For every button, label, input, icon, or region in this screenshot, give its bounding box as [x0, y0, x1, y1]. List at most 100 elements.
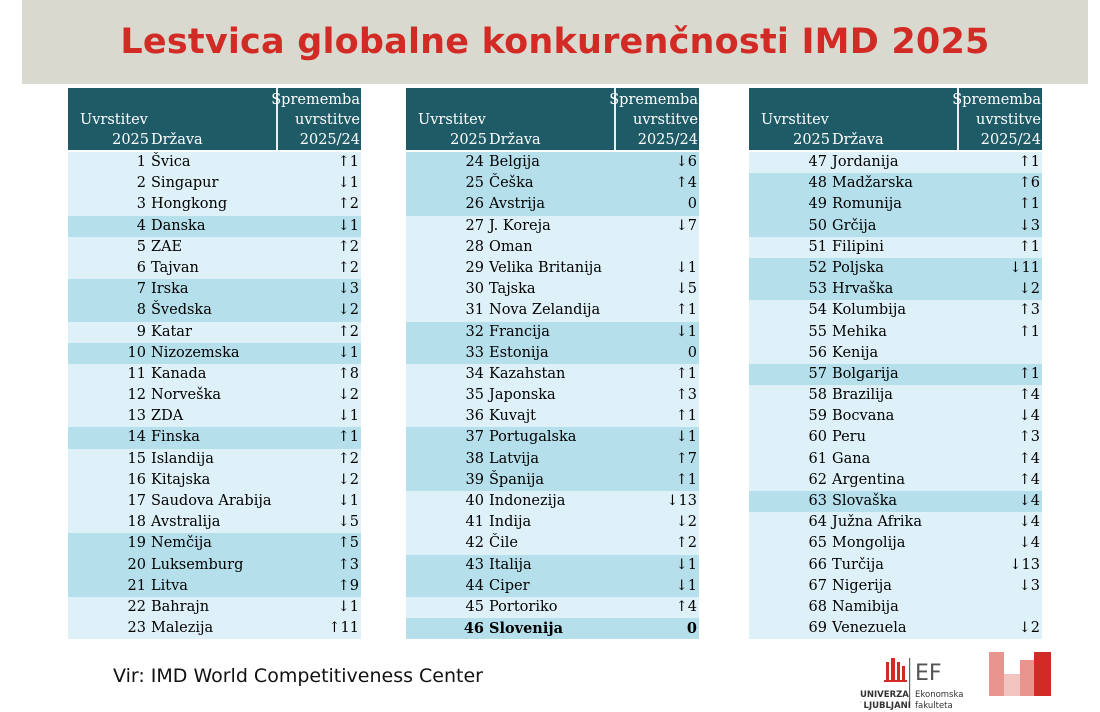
- table-row: 23 Malezija ↑11: [68, 618, 361, 640]
- change-cell: ↑2: [337, 196, 359, 213]
- table-row: 8 Švedska ↓2: [68, 300, 361, 322]
- country-cell: Finska: [151, 429, 200, 446]
- country-cell: Indonezija: [489, 493, 566, 509]
- rank-cell: 59: [808, 408, 827, 425]
- rank-cell: 48: [808, 175, 827, 192]
- table-body: 1 Švica ↑1 2 Singapur ↓1 3 Hongkong ↑2 4 Danska ↓1 5…: [68, 152, 361, 640]
- change-cell: ↓1: [675, 323, 697, 340]
- building-icon: [884, 658, 907, 682]
- rank-cell: 61: [808, 450, 827, 467]
- country-cell: Brazilija: [832, 387, 893, 404]
- change-cell: ↑1: [675, 365, 697, 382]
- rank-cell: 12: [127, 387, 146, 404]
- rank-cell: 6: [136, 259, 146, 276]
- header-change-line3: 2025/24: [637, 132, 698, 148]
- rank-cell: 51: [808, 238, 827, 255]
- table-row: 12 Norveška ↓2: [68, 385, 361, 407]
- table-row: 51 Filipini ↑1: [749, 236, 1042, 258]
- change-cell: ↑3: [1018, 429, 1040, 446]
- rank-cell: 47: [808, 154, 827, 170]
- table-row: 36 Kuvajt ↑1: [406, 406, 699, 428]
- country-cell: Katar: [151, 323, 192, 340]
- change-cell: ↑5: [337, 535, 359, 552]
- table-row: 45 Portoriko ↑4: [406, 596, 699, 619]
- header-change-line2: uvrstitve: [295, 112, 360, 128]
- country-cell: Jordanija: [832, 154, 899, 170]
- country-cell: Bahrajn: [151, 598, 210, 615]
- table-row: 50 Grčija ↓3: [749, 215, 1042, 237]
- rank-cell: 66: [808, 556, 827, 573]
- change-cell: ↑1: [337, 429, 359, 446]
- country-cell: Turčija: [832, 556, 884, 573]
- rank-cell: 7: [136, 281, 146, 298]
- table-row: 13 ZDA ↓1: [68, 406, 361, 428]
- country-cell: Španija: [489, 471, 544, 488]
- rank-cell: 25: [465, 175, 484, 192]
- ranking-table-3: Uvrstitev 2025 Država Sprememba uvrstitv…: [749, 88, 1042, 640]
- change-cell: ↓3: [337, 281, 359, 298]
- header-rank-line1: Uvrstitev: [80, 112, 148, 128]
- country-cell: Kuvajt: [489, 408, 537, 425]
- table-row: 27 J. Koreja ↓7: [406, 215, 699, 237]
- table-row: 37 Portugalska ↓1: [406, 427, 699, 449]
- rank-cell: 2: [136, 175, 146, 192]
- country-cell: Saudova Arabija: [151, 493, 272, 509]
- rank-cell: 40: [465, 493, 484, 509]
- change-cell: ↑9: [337, 577, 359, 594]
- country-cell: Slovaška: [832, 493, 898, 509]
- change-cell: ↑1: [675, 408, 697, 425]
- table-row: 9 Katar ↑2: [68, 321, 361, 343]
- change-cell: ↓2: [337, 387, 359, 404]
- logo-faculty-line1: Ekonomska: [915, 690, 963, 700]
- change-cell: 0: [686, 620, 697, 638]
- change-cell: ↑1: [337, 154, 359, 170]
- rank-cell: 58: [808, 387, 827, 404]
- rank-cell: 11: [127, 365, 146, 382]
- country-cell: Singapur: [151, 175, 219, 192]
- change-cell: ↑1: [1018, 323, 1040, 340]
- rank-cell: 29: [465, 259, 484, 276]
- table-row: 19 Nemčija ↑5: [68, 533, 361, 555]
- change-cell: ↓1: [337, 408, 359, 425]
- table-row: 46 Slovenija 0: [406, 618, 699, 640]
- header-change-line1: Sprememba: [609, 92, 698, 108]
- country-cell: Kitajska: [151, 471, 211, 488]
- country-cell: Nova Zelandija: [489, 302, 601, 319]
- change-cell: 0: [687, 196, 697, 213]
- header-rank-line1: Uvrstitev: [418, 112, 486, 128]
- country-cell: Japonska: [489, 387, 556, 404]
- country-cell: Italija: [489, 556, 532, 573]
- rank-cell: 15: [127, 450, 146, 467]
- rank-cell: 4: [136, 217, 146, 234]
- rank-cell: 21: [127, 577, 146, 594]
- change-cell: ↑6: [1018, 175, 1040, 192]
- change-cell: ↑7: [675, 450, 697, 467]
- country-cell: Latvija: [489, 450, 540, 467]
- rank-cell: 55: [808, 323, 827, 340]
- country-cell: Indija: [489, 514, 532, 531]
- change-cell: ↑3: [1018, 302, 1040, 319]
- country-cell: Švica: [151, 154, 191, 170]
- logo-university-line1: UNIVERZA: [860, 690, 909, 700]
- university-logo: EF UNIVERZA V LJUBLJANI Ekonomska fakult…: [860, 652, 1051, 711]
- rank-cell: 50: [808, 217, 827, 234]
- table-row: 67 Nigerija ↓3: [749, 575, 1042, 597]
- country-cell: Oman: [489, 238, 533, 255]
- change-cell: ↓11: [1009, 259, 1040, 276]
- rank-cell: 1: [136, 154, 146, 170]
- change-cell: ↑11: [328, 620, 359, 637]
- table-row: 4 Danska ↓1: [68, 215, 361, 237]
- country-cell: Avstralija: [151, 514, 221, 531]
- table-row: 53 Hrvaška ↓2: [749, 279, 1042, 301]
- country-cell: Grčija: [832, 217, 877, 234]
- rank-cell: 46: [463, 620, 484, 638]
- rank-cell: 54: [808, 302, 827, 319]
- change-cell: ↓3: [1018, 577, 1040, 594]
- table-row: 58 Brazilija ↑4: [749, 385, 1042, 407]
- country-cell: Švedska: [151, 302, 212, 319]
- rank-cell: 22: [127, 598, 146, 615]
- country-cell: Tajvan: [151, 259, 199, 276]
- table-row: 69 Venezuela ↓2: [749, 618, 1042, 640]
- change-cell: ↑2: [337, 259, 359, 276]
- table-body: 24 Belgija ↓6 25 Češka ↑4 26 Avstrija 0 27 J. Kore…: [406, 152, 699, 640]
